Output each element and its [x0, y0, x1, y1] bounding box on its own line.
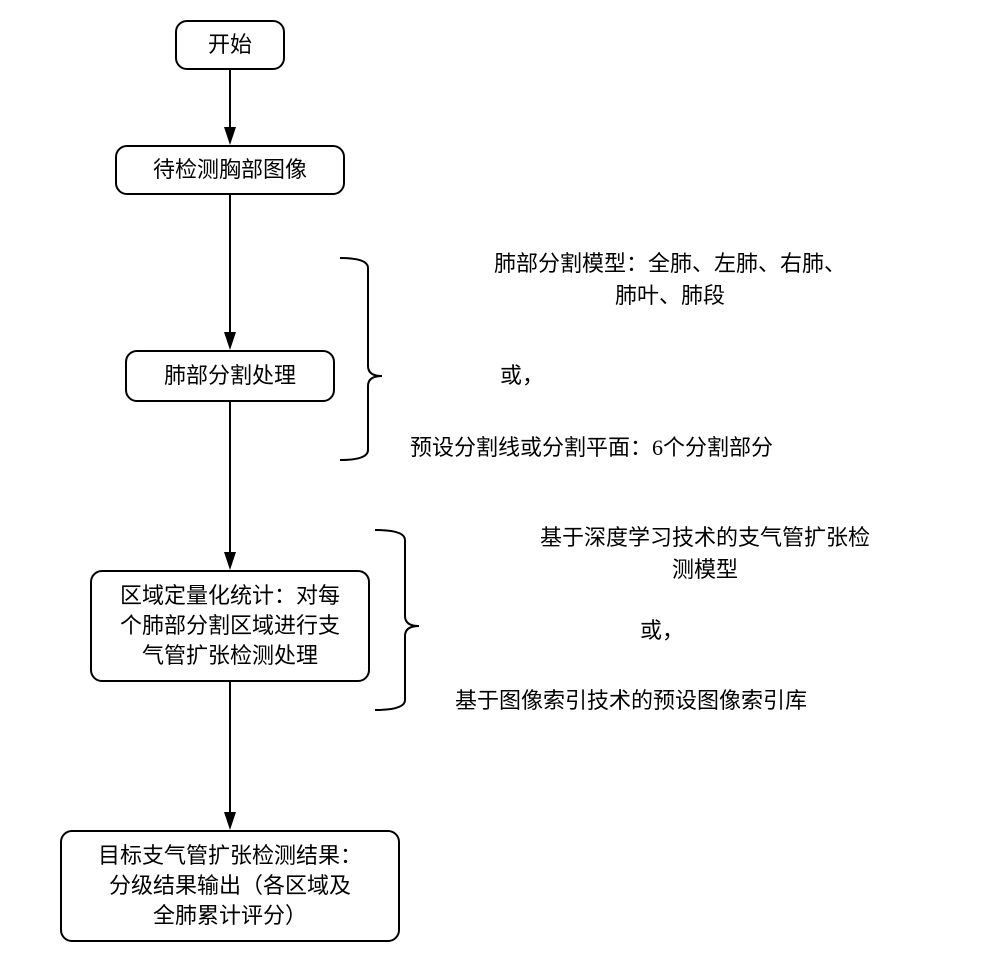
annot-seg-preset: 预设分割线或分割平面：6个分割部分: [410, 432, 930, 464]
node-start: 开始: [175, 20, 285, 70]
node-input: 待检测胸部图像: [115, 145, 345, 195]
node-input-label: 待检测胸部图像: [153, 155, 307, 185]
annot-quant-or: 或，: [640, 615, 760, 647]
node-start-label: 开始: [208, 30, 252, 60]
node-seg: 肺部分割处理: [125, 350, 335, 402]
node-result: 目标支气管扩张检测结果：分级结果输出（各区域及全肺累计评分）: [60, 830, 400, 942]
annot-seg-model: 肺部分割模型：全肺、左肺、右肺、肺叶、肺段: [410, 248, 930, 312]
annot-quant-dl: 基于深度学习技术的支气管扩张检测模型: [455, 522, 955, 586]
annot-seg-or: 或，: [500, 360, 620, 392]
node-seg-label: 肺部分割处理: [164, 361, 296, 391]
flowchart-canvas: 开始 待检测胸部图像 肺部分割处理 区域定量化统计：对每个肺部分割区域进行支气管…: [0, 0, 1000, 965]
node-quant: 区域定量化统计：对每个肺部分割区域进行支气管扩张检测处理: [90, 570, 370, 682]
node-quant-label: 区域定量化统计：对每个肺部分割区域进行支气管扩张检测处理: [120, 581, 340, 670]
node-result-label: 目标支气管扩张检测结果：分级结果输出（各区域及全肺累计评分）: [98, 841, 362, 930]
annot-quant-index: 基于图像索引技术的预设图像索引库: [455, 685, 955, 717]
